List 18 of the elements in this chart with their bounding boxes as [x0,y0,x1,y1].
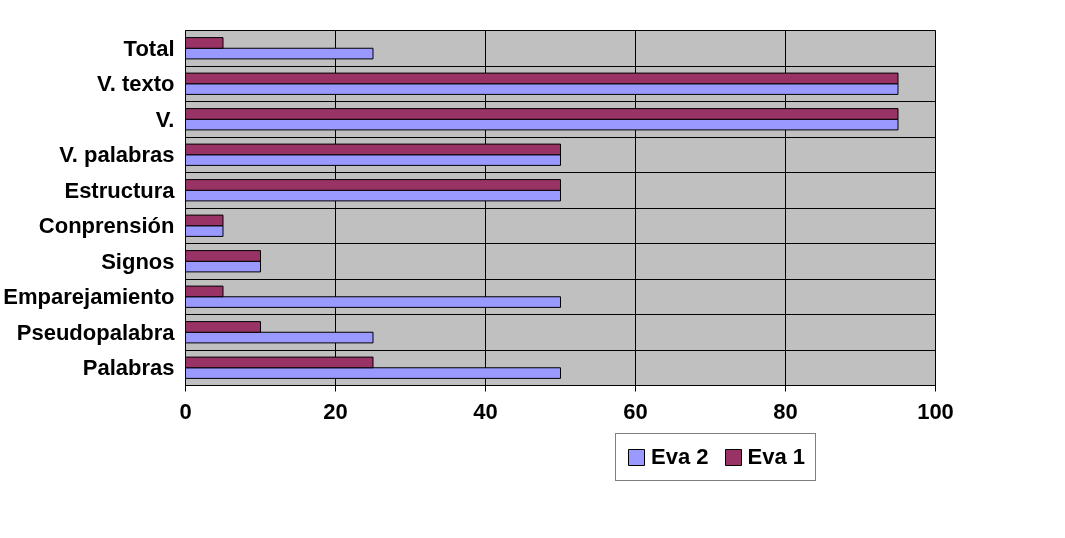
y-tick-label: V. palabras [59,142,175,168]
x-tick-label: 80 [773,398,798,424]
x-tick-label: 60 [623,398,648,424]
y-tick-label: Estructura [64,177,176,203]
y-tick-label: V. [155,106,175,132]
y-tick-label: Pseudopalabra [16,319,176,345]
y-tick-label: Total [123,35,175,61]
legend-label: Eva 2 [651,444,709,470]
y-tick-label: Signos [101,248,175,274]
x-tick-label: 20 [323,398,348,424]
y-tick-label: V. texto [97,71,175,97]
y-tick-label: Palabras [82,355,175,381]
x-tick-label: 40 [473,398,498,424]
x-tick-label: 0 [179,398,192,424]
y-tick-label: Conprensión [38,213,175,239]
y-tick-label: Emparejamiento [3,284,175,310]
legend-label: Eva 1 [747,444,805,470]
x-tick-label: 100 [917,398,954,424]
